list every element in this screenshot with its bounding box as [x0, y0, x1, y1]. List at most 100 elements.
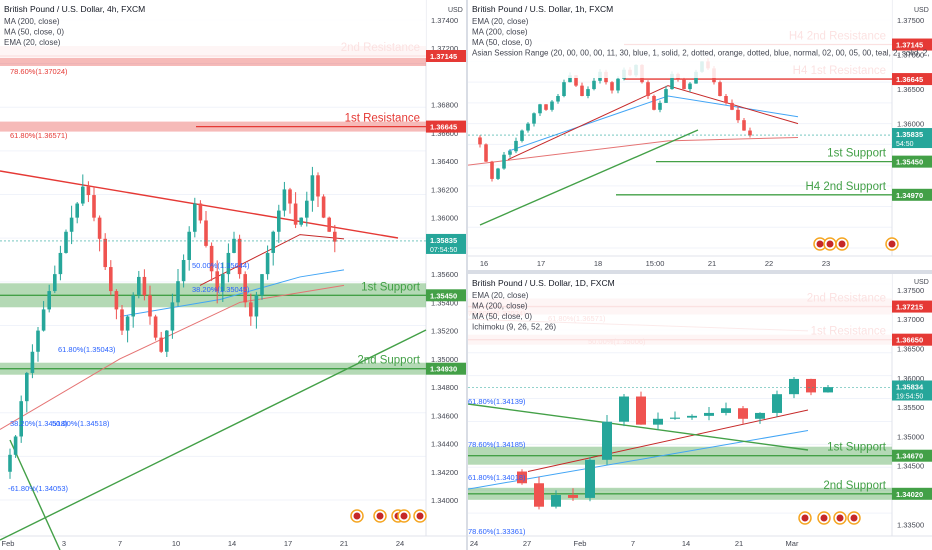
price-tag-label: 1.37145 — [896, 41, 923, 50]
candle-body — [748, 130, 752, 136]
candle-body — [738, 408, 748, 419]
flag-icon — [816, 240, 824, 248]
indicator-legend-item[interactable]: MA (200, close) — [472, 28, 528, 37]
chart-title: British Pound / U.S. Dollar, 1D, FXCM — [472, 278, 615, 288]
indicator-legend-item[interactable]: Asian Session Range (20, 00, 00, 00, 11,… — [472, 49, 932, 58]
candle-body — [64, 231, 68, 253]
price-tick-label: 1.36800 — [431, 101, 458, 110]
candle-body — [755, 412, 765, 419]
time-tick-label: 22 — [765, 259, 773, 268]
candle-body — [532, 113, 536, 124]
candle-body — [53, 274, 57, 292]
support-label: H4 2nd Support — [805, 181, 886, 193]
candle-body — [41, 309, 46, 331]
price-tag — [892, 300, 932, 313]
candle-body — [215, 271, 219, 292]
candle-body — [13, 436, 18, 455]
candle-body — [592, 80, 596, 90]
time-tick-label: 21 — [735, 539, 743, 548]
candle-body — [36, 330, 40, 352]
indicator-legend-item[interactable]: Ichimoku (9, 26, 52, 26) — [472, 323, 556, 332]
fib-level-label: -61.80%(1.34053) — [8, 484, 69, 493]
chart-panel-4h[interactable]: USD 1.37400 1.37200 1.36800 1.36600 1.36400 1.… — [0, 0, 466, 550]
trend-line[interactable] — [0, 329, 427, 541]
candle-body — [321, 196, 326, 218]
trend-line[interactable] — [468, 403, 809, 451]
price-tick-label: 1.35000 — [431, 355, 458, 364]
flag-icon — [353, 512, 361, 520]
flag-icon — [850, 514, 858, 522]
price-tag-label: 1.36650 — [896, 336, 923, 345]
price-tag — [892, 155, 932, 168]
time-tick-label: 17 — [284, 539, 292, 548]
header-backdrop — [468, 274, 892, 346]
time-tick-label: 24 — [470, 539, 478, 548]
candle-body — [526, 123, 530, 131]
candle-body — [562, 82, 566, 96]
candle-body — [688, 83, 692, 90]
price-tag-label: 1.37145 — [430, 52, 457, 61]
panel-divider-horizontal[interactable] — [468, 270, 932, 274]
candle-body — [478, 137, 482, 145]
price-tag-label: 1.35450 — [430, 291, 457, 300]
indicator-legend-item[interactable]: EMA (20, close) — [4, 38, 61, 47]
price-tick-label: 1.34000 — [431, 496, 458, 505]
indicator-legend-item[interactable]: EMA (20, close) — [472, 17, 529, 26]
price-tag-label: 1.34970 — [896, 191, 923, 200]
candle-body — [653, 418, 663, 425]
candle-body — [232, 238, 236, 253]
price-tick-label: 1.35500 — [897, 403, 924, 412]
candle-body — [47, 291, 51, 310]
indicator-legend-item[interactable]: MA (50, close, 0) — [4, 28, 64, 37]
current-price-tag — [892, 380, 932, 401]
candle-body — [682, 78, 686, 90]
price-tick-label: 1.35400 — [431, 298, 458, 307]
chart-panel-1d[interactable]: USD 1.37500 1.37000 1.36500 1.36000 1.35500 1.… — [468, 274, 932, 550]
time-tick-label: 7 — [631, 539, 635, 548]
chart-4h-svg[interactable]: USD 1.37400 1.37200 1.36800 1.36600 1.36400 1.… — [0, 0, 466, 550]
chart-panel-1h[interactable]: USD1.375001.370001.365001.360001.355001.… — [468, 0, 932, 270]
candle-body — [580, 85, 584, 96]
candle-body — [265, 252, 270, 275]
indicator-legend-item[interactable]: MA (200, close) — [472, 302, 528, 311]
ema-20-line — [199, 234, 345, 286]
candle-body — [585, 459, 595, 498]
candle-body — [109, 267, 113, 292]
trend-line[interactable] — [9, 439, 61, 550]
candle-body — [198, 203, 203, 221]
flag-icon — [888, 240, 896, 248]
candle-body — [490, 161, 494, 179]
time-tick-label: 14 — [228, 539, 236, 548]
trend-line[interactable] — [479, 129, 699, 226]
price-tick-label: 1.37500 — [897, 286, 924, 295]
candle-body — [92, 195, 96, 218]
indicator-legend-item[interactable]: MA (50, close, 0) — [472, 38, 532, 47]
chart-1h-svg[interactable]: USD1.375001.370001.365001.360001.355001.… — [468, 0, 932, 270]
fib-level-label: 78.60%(1.33361) — [468, 527, 526, 536]
candle-body — [772, 394, 782, 413]
time-tick-label: 10 — [172, 539, 180, 548]
candle-body — [823, 387, 833, 393]
candle-body — [646, 82, 650, 96]
candle-body — [704, 412, 714, 416]
candle-body — [277, 210, 281, 232]
price-tag — [892, 188, 932, 201]
time-tick-label: 27 — [523, 539, 531, 548]
panel-divider-vertical[interactable] — [466, 0, 468, 550]
candle-body — [520, 130, 524, 141]
indicator-legend-item[interactable]: MA (200, close) — [4, 17, 60, 26]
candle-body — [249, 302, 253, 317]
price-tag-label: 1.37215 — [896, 303, 923, 312]
indicator-legend-item[interactable]: MA (50, close, 0) — [472, 312, 532, 321]
price-tag — [426, 50, 466, 62]
indicator-legend-item[interactable]: EMA (20, close) — [472, 291, 529, 300]
fib-level-label: 50.00%(1.34518) — [52, 419, 110, 428]
price-tick-label: 1.37400 — [431, 16, 458, 25]
price-tick-label: 1.33500 — [897, 520, 924, 529]
candle-body — [271, 231, 275, 253]
fib-level-label: 61.80%(1.34139) — [468, 397, 526, 406]
candle-body — [517, 471, 527, 484]
resistance-label: 1st Resistance — [345, 113, 420, 125]
candle-body — [556, 96, 560, 102]
